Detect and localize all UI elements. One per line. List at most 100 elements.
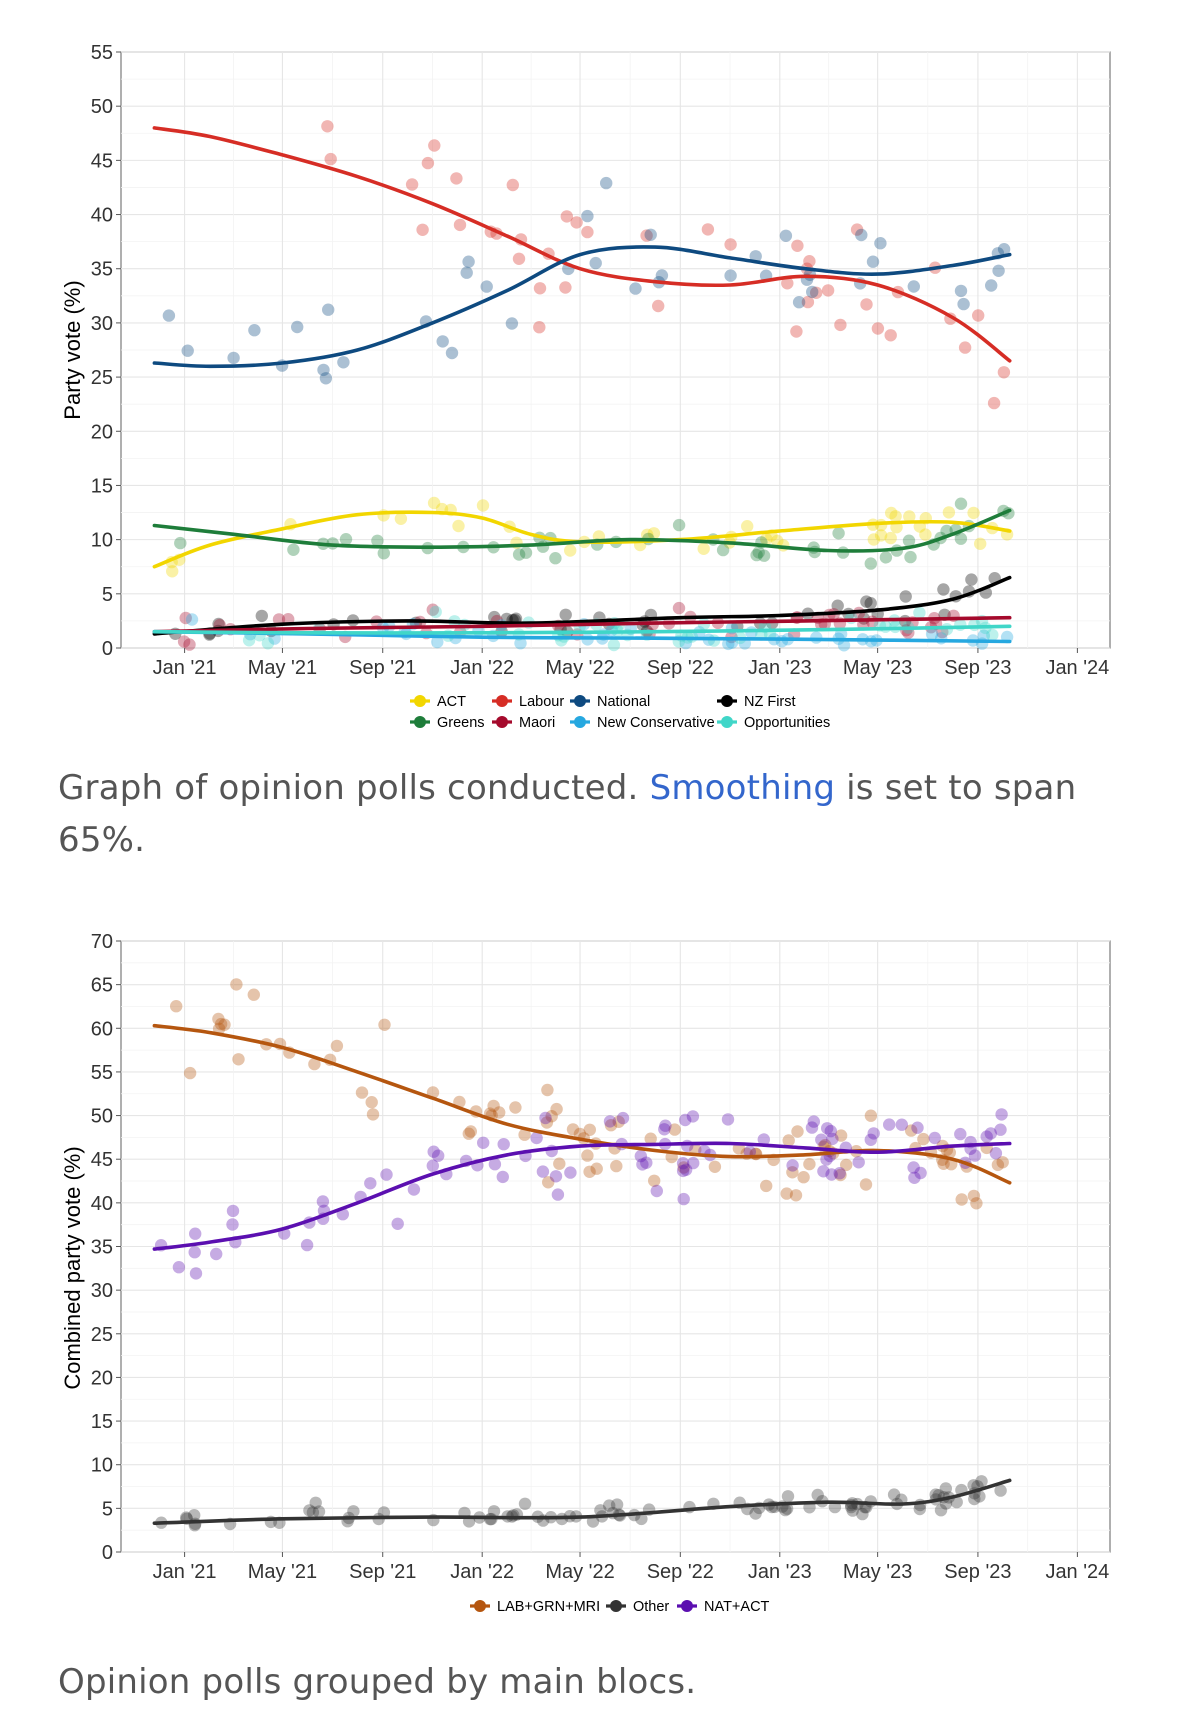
poll-point (541, 1083, 554, 1097)
legend-label: Other (633, 1599, 669, 1615)
poll-point (464, 1125, 477, 1138)
legend-item: New Conservative (570, 715, 715, 731)
poll-point (321, 120, 334, 133)
trend-line (152, 1478, 1012, 1525)
poll-point (980, 1130, 993, 1143)
legend-item: Other (606, 1599, 669, 1615)
legend-label: Opportunities (744, 715, 830, 731)
trend-line (152, 126, 1012, 363)
x-tick-label: May '21 (248, 657, 317, 679)
legend-swatch (574, 695, 586, 707)
poll-point (339, 533, 353, 546)
poll-point (942, 506, 956, 519)
x-tick-label: May '23 (843, 1561, 912, 1583)
poll-point (629, 282, 642, 295)
poll-point (834, 318, 847, 332)
x-tick-label: Sep '21 (349, 657, 416, 679)
legend-item: NAT+ACT (677, 1599, 770, 1615)
legend-item: Labour (492, 694, 564, 710)
poll-point (212, 1012, 225, 1026)
poll-point (986, 628, 999, 642)
poll-point (974, 537, 987, 550)
poll-point (928, 1131, 941, 1145)
poll-point (866, 255, 880, 268)
poll-point (797, 1171, 810, 1184)
poll-point (874, 237, 887, 250)
x-tick-label: Sep '23 (944, 657, 1011, 679)
poll-point (677, 1192, 690, 1206)
legend-label: Maori (519, 715, 555, 731)
poll-point (227, 351, 240, 365)
smooth-lines (152, 126, 1012, 644)
trend-line (152, 508, 1012, 553)
caption-text: Graph of opinion polls conducted. (58, 768, 650, 808)
poll-point (917, 1132, 930, 1146)
poll-point (322, 303, 335, 316)
poll-point (860, 298, 873, 311)
x-tick-label: Jan '22 (450, 1561, 514, 1583)
poll-point (505, 317, 519, 330)
legend-swatch (496, 716, 508, 728)
poll-point (724, 269, 737, 282)
poll-point (189, 1267, 203, 1280)
poll-point (427, 496, 441, 510)
poll-point (364, 1177, 377, 1190)
poll-point (883, 1118, 896, 1131)
y-tick-label: 15 (91, 1411, 113, 1433)
poll-point (887, 1488, 901, 1501)
poll-point (855, 228, 868, 242)
poll-point (177, 635, 191, 648)
poll-point (559, 281, 572, 294)
poll-point (958, 341, 972, 354)
poll-point (867, 1127, 880, 1140)
poll-point (954, 618, 967, 631)
poll-point (791, 239, 804, 252)
poll-point (365, 1096, 378, 1109)
poll-point (540, 1116, 554, 1129)
poll-point (840, 1158, 853, 1172)
poll-point (889, 510, 902, 523)
poll-point (950, 1495, 963, 1509)
y-tick-label: 65 (91, 975, 113, 997)
poll-point (300, 1238, 314, 1252)
poll-point (226, 1218, 239, 1231)
poll-point (860, 595, 873, 608)
poll-point (749, 1507, 762, 1520)
poll-point (594, 1504, 607, 1517)
poll-point (815, 1133, 828, 1146)
poll-point (807, 1115, 820, 1128)
y-tick-label: 45 (91, 150, 113, 172)
y-tick-label: 70 (91, 931, 113, 953)
poll-point (347, 1505, 360, 1518)
poll-point (170, 1000, 183, 1013)
poll-point (782, 1134, 795, 1147)
x-tick-label: Sep '21 (349, 1561, 416, 1583)
poll-point (864, 557, 877, 570)
poll-point (303, 1504, 316, 1517)
poll-point (559, 608, 572, 621)
poll-point (512, 548, 526, 561)
poll-point (255, 609, 268, 623)
poll-point (968, 618, 981, 632)
poll-point (644, 228, 657, 241)
poll-point (779, 229, 793, 242)
poll-point (724, 238, 737, 251)
poll-point (242, 634, 256, 647)
poll-point (421, 156, 435, 170)
smoothing-link[interactable]: Smoothing (649, 768, 836, 808)
poll-point (834, 1168, 847, 1182)
poll-point (722, 637, 735, 651)
poll-point (636, 1158, 649, 1171)
poll-point (583, 1123, 596, 1136)
poll-point (826, 1132, 839, 1146)
poll-point (533, 282, 547, 295)
poll-point (429, 605, 442, 619)
poll-point (821, 1122, 834, 1135)
y-tick-label: 35 (91, 259, 113, 281)
poll-point (394, 512, 408, 525)
legend-label: National (597, 694, 650, 710)
poll-point (450, 172, 463, 185)
poll-point (514, 637, 527, 650)
poll-point (488, 610, 501, 624)
x-tick-label: May '21 (248, 1561, 317, 1583)
